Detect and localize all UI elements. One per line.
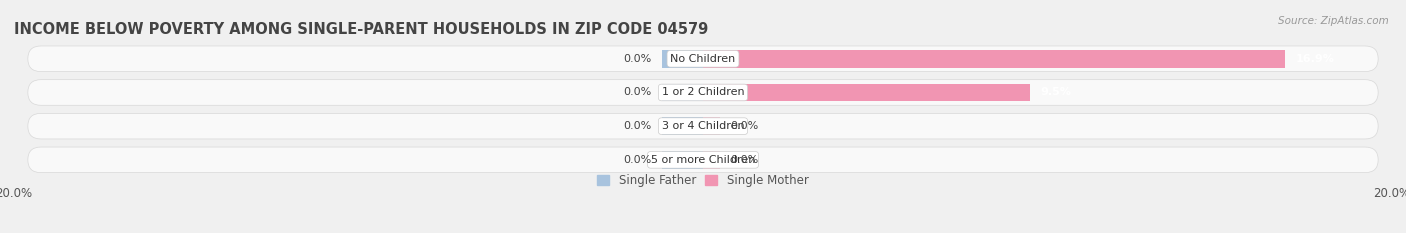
Text: 5 or more Children: 5 or more Children [651,155,755,165]
FancyBboxPatch shape [28,46,1378,72]
Text: 0.0%: 0.0% [623,87,651,97]
Text: 3 or 4 Children: 3 or 4 Children [662,121,744,131]
Bar [662,84,703,101]
Legend: Single Father, Single Mother: Single Father, Single Mother [598,174,808,187]
FancyBboxPatch shape [28,113,1378,139]
Text: Source: ZipAtlas.com: Source: ZipAtlas.com [1278,16,1389,26]
Text: 0.0%: 0.0% [623,121,651,131]
Text: 0.0%: 0.0% [623,54,651,64]
Text: INCOME BELOW POVERTY AMONG SINGLE-PARENT HOUSEHOLDS IN ZIP CODE 04579: INCOME BELOW POVERTY AMONG SINGLE-PARENT… [14,22,709,37]
Bar [703,117,720,135]
Bar [662,117,703,135]
Bar [703,151,720,169]
Text: 0.0%: 0.0% [731,121,759,131]
Text: 0.0%: 0.0% [731,155,759,165]
Bar [662,151,703,169]
Text: 9.5%: 9.5% [1040,87,1071,97]
Text: 1 or 2 Children: 1 or 2 Children [662,87,744,97]
FancyBboxPatch shape [28,80,1378,105]
Text: No Children: No Children [671,54,735,64]
Bar [662,50,703,68]
FancyBboxPatch shape [28,147,1378,173]
Bar [703,50,1285,68]
Text: 16.9%: 16.9% [1295,54,1334,64]
Text: 0.0%: 0.0% [623,155,651,165]
Bar [703,84,1031,101]
